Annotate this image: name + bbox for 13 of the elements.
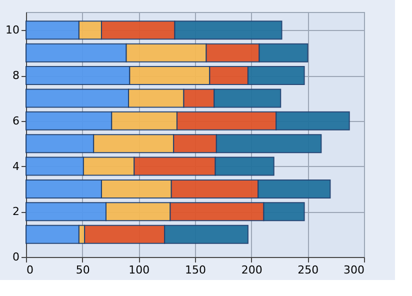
y-tick-label: 10 (6, 24, 20, 37)
x-tick-label: 200 (241, 264, 262, 276)
y-tick-label: 8 (12, 69, 20, 82)
y-tick-label: 4 (12, 160, 20, 173)
y-tick-label: 2 (12, 205, 20, 218)
x-tick-label: 100 (128, 264, 150, 276)
x-tick-label: 0 (26, 264, 34, 276)
y-tick-label: 0 (12, 250, 20, 264)
x-tick-label: 50 (76, 264, 90, 276)
y-tick-label: 6 (12, 114, 20, 128)
x-tick-label: 250 (298, 264, 319, 276)
x-tick-label: 150 (185, 264, 206, 276)
x-tick-label: 300 (344, 264, 364, 276)
